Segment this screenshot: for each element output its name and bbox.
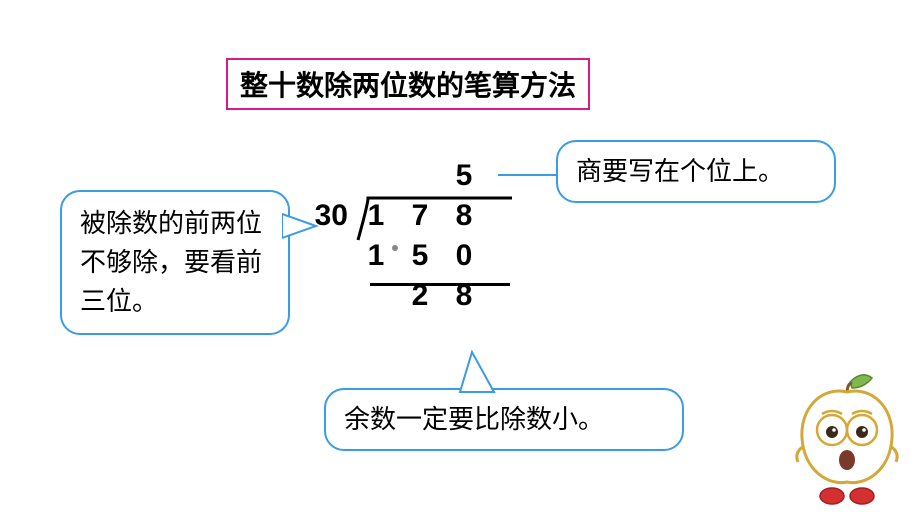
dividend-d1: 1 (354, 199, 398, 233)
title-box: 整十数除两位数的笔算方法 (226, 58, 590, 110)
product-row: 1 5 0 (298, 236, 486, 276)
dot-artifact (392, 245, 398, 251)
product-d1: 1 (354, 239, 398, 273)
quotient-digit: 5 (442, 159, 486, 193)
bubble-bottom-text: 余数一定要比除数小。 (344, 405, 604, 434)
quotient-row: 5 (298, 156, 486, 196)
bubble-left: 被除数的前两位不够除，要看前三位。 (60, 190, 290, 335)
product-d2: 5 (398, 239, 442, 273)
product-d3: 0 (442, 239, 486, 273)
dividend-row: 30 1 7 8 (298, 196, 486, 236)
bubble-top-right: 商要写在个位上。 (556, 140, 836, 203)
bubble-left-text: 被除数的前两位不够除，要看前三位。 (80, 209, 262, 316)
divisor: 30 (298, 199, 354, 233)
dividend-d3: 8 (442, 199, 486, 233)
remainder-row: 2 8 (298, 276, 486, 316)
title-text: 整十数除两位数的笔算方法 (240, 71, 576, 102)
bubble-bottom: 余数一定要比除数小。 (324, 388, 684, 451)
subtraction-line (370, 283, 510, 286)
apple-character-icon (792, 368, 902, 508)
dividend-d2: 7 (398, 199, 442, 233)
long-division: 5 30 1 7 8 1 5 0 2 8 (298, 156, 486, 316)
bubble-top-right-text: 商要写在个位上。 (576, 157, 784, 186)
connector-quotient (498, 174, 558, 176)
